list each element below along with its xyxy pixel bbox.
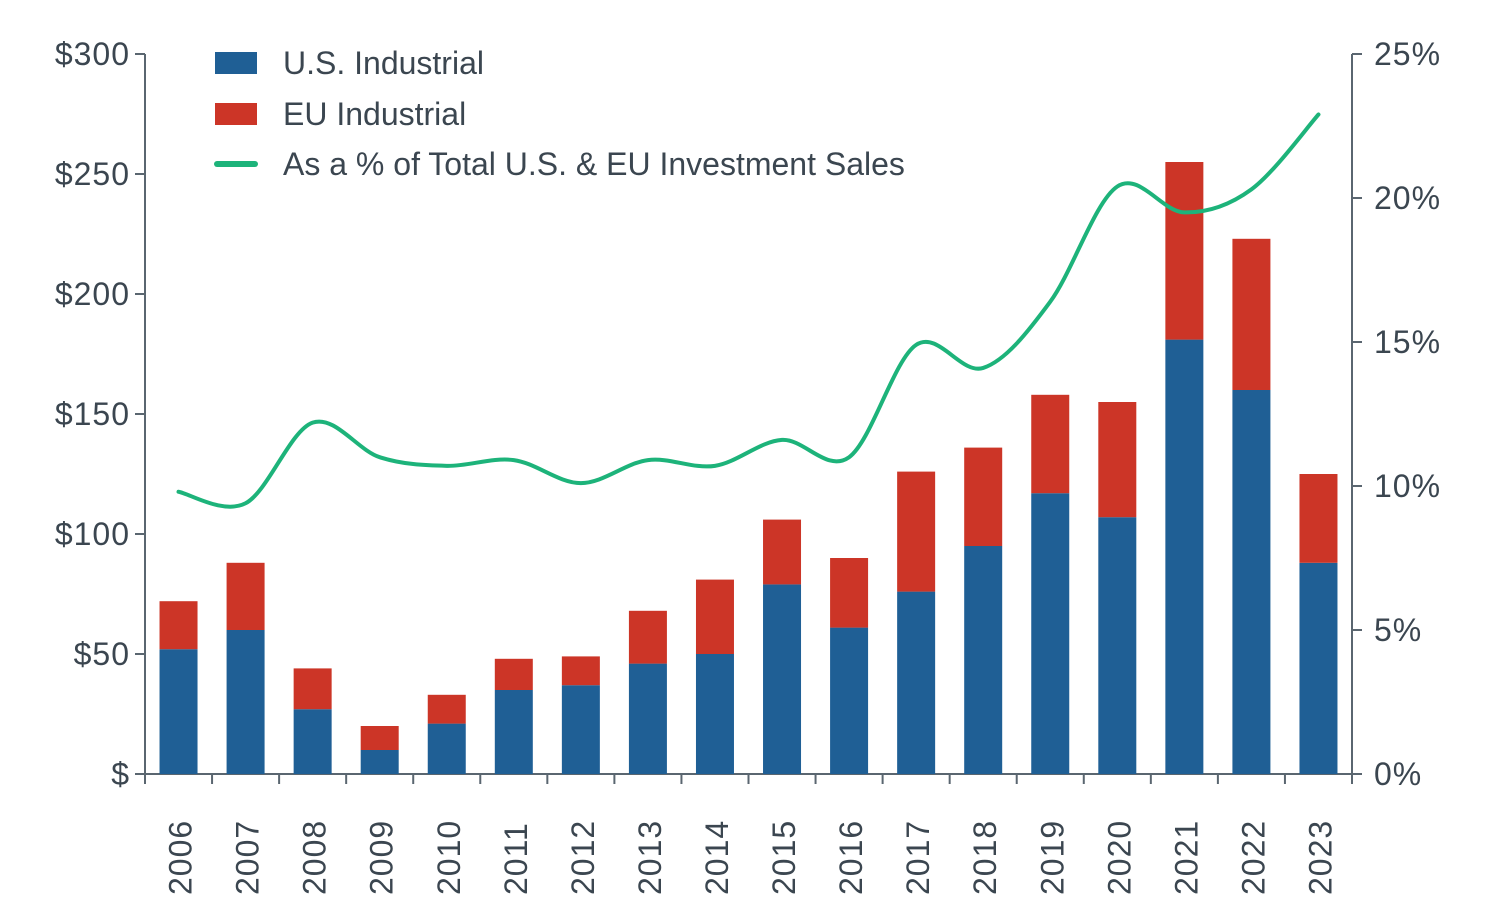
left-tick-label: $150 xyxy=(55,396,130,432)
x-tick-label: 2016 xyxy=(833,820,869,895)
bar-us-industrial xyxy=(695,654,734,774)
x-tick-label: 2021 xyxy=(1168,820,1204,895)
bar-us-industrial xyxy=(293,709,332,774)
x-tick-label: 2022 xyxy=(1235,820,1271,895)
right-tick-label: 0% xyxy=(1374,756,1422,792)
bar-eu-industrial xyxy=(964,447,1003,546)
bar-eu-industrial xyxy=(830,558,869,628)
x-tick-label: 2007 xyxy=(230,820,266,895)
left-tick-label: $ xyxy=(111,756,130,792)
bar-us-industrial xyxy=(1165,339,1204,774)
bar-eu-industrial xyxy=(628,610,667,664)
bar-eu-industrial xyxy=(159,601,198,650)
left-tick-label: $300 xyxy=(55,36,130,72)
bar-us-industrial xyxy=(427,723,466,774)
x-tick-label: 2013 xyxy=(632,820,668,895)
bar-us-industrial xyxy=(159,649,198,774)
left-tick-label: $50 xyxy=(74,636,130,672)
x-tick-label: 2017 xyxy=(900,820,936,895)
bar-us-industrial xyxy=(494,690,533,774)
bar-eu-industrial xyxy=(897,471,936,592)
x-tick-label: 2011 xyxy=(498,822,534,895)
x-tick-label: 2012 xyxy=(565,820,601,895)
bar-us-industrial xyxy=(226,630,265,774)
bar-us-industrial xyxy=(360,750,399,774)
bar-eu-industrial xyxy=(1299,474,1338,563)
x-tick-label: 2015 xyxy=(766,820,802,895)
x-tick-label: 2018 xyxy=(967,820,1003,895)
bar-us-industrial xyxy=(830,627,869,774)
x-tick-label: 2019 xyxy=(1034,820,1070,895)
bar-eu-industrial xyxy=(360,726,399,750)
legend-label: As a % of Total U.S. & EU Investment Sal… xyxy=(283,146,905,182)
legend-label: EU Industrial xyxy=(283,96,466,132)
bar-eu-industrial xyxy=(763,519,802,585)
bar-us-industrial xyxy=(1299,562,1338,774)
right-tick-label: 10% xyxy=(1374,468,1441,504)
right-tick-label: 15% xyxy=(1374,324,1441,360)
left-tick-label: $200 xyxy=(55,276,130,312)
bar-eu-industrial xyxy=(1098,402,1137,518)
left-tick-label: $100 xyxy=(55,516,130,552)
legend-label: U.S. Industrial xyxy=(283,45,484,81)
legend-swatch-eu-industrial xyxy=(215,103,257,125)
bar-eu-industrial xyxy=(1165,162,1204,340)
bar-us-industrial xyxy=(897,591,936,774)
bar-eu-industrial xyxy=(293,668,332,710)
bar-eu-industrial xyxy=(226,562,265,630)
bar-eu-industrial xyxy=(1232,238,1271,390)
x-tick-label: 2023 xyxy=(1302,820,1338,895)
bar-us-industrial xyxy=(1098,517,1137,774)
right-tick-label: 5% xyxy=(1374,612,1422,648)
right-tick-label: 25% xyxy=(1374,36,1441,72)
legend-swatch-us-industrial xyxy=(215,52,257,74)
bar-eu-industrial xyxy=(695,579,734,654)
x-tick-label: 2010 xyxy=(431,820,467,895)
bar-us-industrial xyxy=(628,663,667,774)
bar-eu-industrial xyxy=(427,694,466,724)
x-tick-label: 2014 xyxy=(699,820,735,895)
bar-eu-industrial xyxy=(1031,394,1070,494)
right-tick-label: 20% xyxy=(1374,180,1441,216)
x-tick-label: 2008 xyxy=(297,820,333,895)
bar-us-industrial xyxy=(964,546,1003,774)
bar-eu-industrial xyxy=(561,656,600,686)
bar-eu-industrial xyxy=(494,658,533,690)
x-tick-label: 2020 xyxy=(1101,820,1137,895)
x-tick-label: 2009 xyxy=(364,820,400,895)
x-tick-label: 2006 xyxy=(163,820,199,895)
bar-us-industrial xyxy=(561,685,600,774)
bar-us-industrial xyxy=(1232,390,1271,774)
line-pct-of-total xyxy=(176,112,1321,509)
bar-us-industrial xyxy=(1031,493,1070,774)
bar-us-industrial xyxy=(763,584,802,774)
left-tick-label: $250 xyxy=(55,156,130,192)
